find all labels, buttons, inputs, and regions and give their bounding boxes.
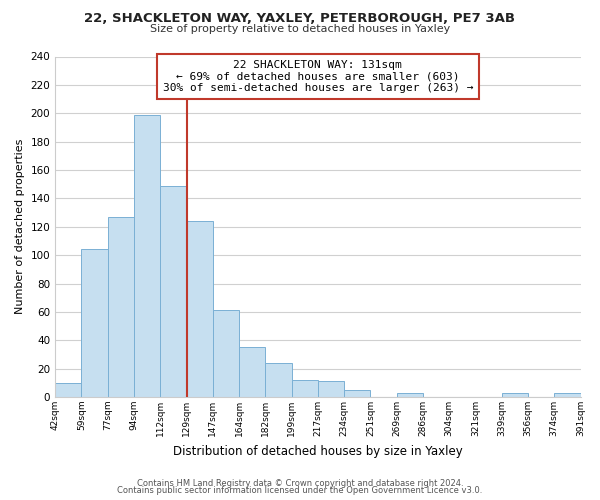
- Bar: [318, 382, 344, 397]
- Bar: [108, 217, 134, 397]
- Text: Contains public sector information licensed under the Open Government Licence v3: Contains public sector information licen…: [118, 486, 482, 495]
- Y-axis label: Number of detached properties: Number of detached properties: [15, 139, 25, 314]
- Text: 22 SHACKLETON WAY: 131sqm
← 69% of detached houses are smaller (603)
30% of semi: 22 SHACKLETON WAY: 131sqm ← 69% of detac…: [163, 60, 473, 93]
- Bar: [239, 348, 265, 397]
- Text: Size of property relative to detached houses in Yaxley: Size of property relative to detached ho…: [150, 24, 450, 34]
- Bar: [344, 390, 370, 397]
- Bar: [397, 393, 423, 397]
- Bar: [265, 363, 292, 397]
- Text: Contains HM Land Registry data © Crown copyright and database right 2024.: Contains HM Land Registry data © Crown c…: [137, 478, 463, 488]
- Bar: [502, 393, 528, 397]
- Bar: [82, 250, 108, 397]
- X-axis label: Distribution of detached houses by size in Yaxley: Distribution of detached houses by size …: [173, 444, 463, 458]
- Bar: [213, 310, 239, 397]
- Bar: [160, 186, 187, 397]
- Bar: [187, 221, 213, 397]
- Bar: [134, 114, 160, 397]
- Text: 22, SHACKLETON WAY, YAXLEY, PETERBOROUGH, PE7 3AB: 22, SHACKLETON WAY, YAXLEY, PETERBOROUGH…: [85, 12, 515, 26]
- Bar: [292, 380, 318, 397]
- Bar: [554, 393, 581, 397]
- Bar: [55, 383, 82, 397]
